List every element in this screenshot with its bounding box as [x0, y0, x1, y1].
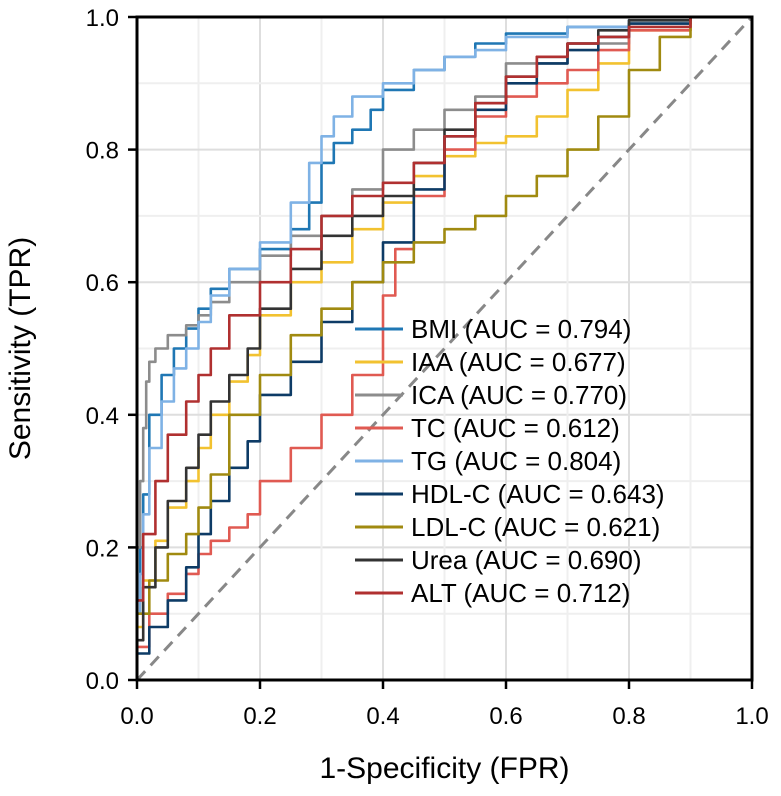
legend-label-urea: Urea (AUC = 0.690) — [411, 545, 641, 575]
y-tick-label: 0.8 — [86, 138, 119, 165]
legend-label-iaa: IAA (AUC = 0.677) — [411, 347, 626, 377]
legend-label-ldl-c: LDL-C (AUC = 0.621) — [411, 512, 660, 542]
roc-curve-alt — [135, 15, 752, 680]
legend: BMI (AUC = 0.794)IAA (AUC = 0.677)ICA (A… — [355, 314, 665, 608]
roc-curve-tg — [135, 15, 752, 680]
roc-curve-ldl-c — [135, 15, 752, 680]
roc-curve-tc — [135, 15, 752, 680]
x-tick-label: 0.4 — [366, 703, 399, 730]
legend-label-tc: TC (AUC = 0.612) — [411, 413, 620, 443]
y-axis-ticks: 0.0 0.2 0.4 0.6 0.8 1.0 — [86, 5, 137, 695]
chance-diagonal — [135, 15, 754, 682]
x-axis-ticks: 0.0 0.2 0.4 0.6 0.8 1.0 — [120, 680, 769, 730]
y-tick-label: 0.0 — [86, 668, 119, 695]
y-tick-label: 0.6 — [86, 270, 119, 297]
legend-label-ica: ICA (AUC = 0.770) — [411, 380, 627, 410]
x-tick-label: 1.0 — [735, 703, 768, 730]
x-axis-label: 1-Specificity (FPR) — [319, 752, 569, 785]
x-tick-label: 0.2 — [243, 703, 276, 730]
x-tick-label: 0.0 — [120, 703, 153, 730]
y-tick-label: 0.4 — [86, 403, 119, 430]
y-tick-label: 1.0 — [86, 5, 119, 32]
series-lines — [135, 15, 752, 680]
legend-label-alt: ALT (AUC = 0.712) — [411, 578, 630, 608]
legend-label-hdl-c: HDL-C (AUC = 0.643) — [411, 479, 665, 509]
y-axis-label: Sensitivity (TPR) — [4, 237, 37, 460]
x-tick-label: 0.8 — [612, 703, 645, 730]
plot-frame — [135, 15, 754, 682]
legend-label-tg: TG (AUC = 0.804) — [411, 446, 621, 476]
x-tick-label: 0.6 — [489, 703, 522, 730]
legend-label-bmi: BMI (AUC = 0.794) — [411, 314, 631, 344]
y-tick-label: 0.2 — [86, 535, 119, 562]
